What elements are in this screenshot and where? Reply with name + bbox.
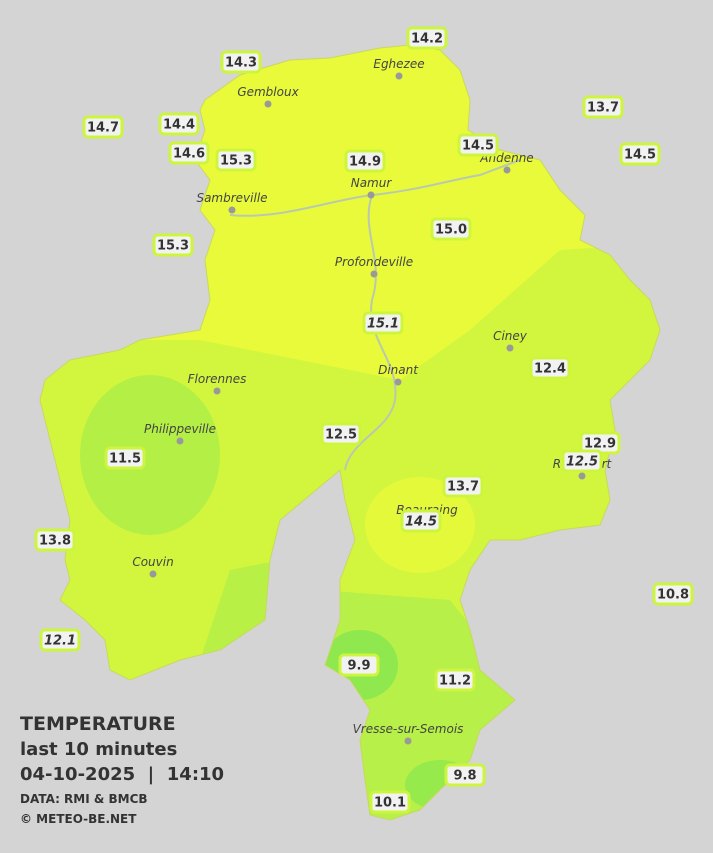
station-box [168,141,210,165]
station-value: 11.2 [439,674,471,689]
station-box [34,528,76,552]
station-box [39,628,81,652]
city-dot [370,270,378,278]
legend-source: DATA: RMI & BMCB [20,792,148,806]
station-value: 12.9 [584,437,616,452]
city-dot [367,191,375,199]
station-box [457,133,499,157]
station-value: 14.9 [349,155,381,170]
station-value: 14.2 [411,32,443,47]
station-box [344,149,386,173]
city-name: Vresse-sur-Semois [353,722,464,736]
legend-copyright: © METEO-BE.NET [20,812,137,826]
station-value: 14.3 [225,56,257,71]
station-box [582,95,624,119]
station-value: 14.7 [87,121,119,136]
city-dot [394,378,402,386]
city-dot [228,206,236,214]
station-box [561,449,603,473]
city-name: Namur [351,176,393,190]
city-dot [506,344,514,352]
station-box [215,148,257,172]
station-value: 12.4 [534,362,566,377]
city-name: Sambreville [196,191,267,205]
station-box [82,115,124,139]
station-box [362,311,404,335]
legend: TEMPERATURE last 10 minutes 04-10-2025 |… [20,713,224,826]
station-value: 15.1 [367,317,399,332]
city-name: Gembloux [237,85,299,99]
city-name: Ciney [493,329,528,343]
station-value: 11.5 [109,452,141,467]
station-box [338,653,380,677]
station-box [152,233,194,257]
station-value: 15.0 [435,223,467,238]
station-value: 15.3 [220,154,252,169]
station-box [430,217,472,241]
station-box [442,474,484,498]
legend-title: TEMPERATURE [20,713,176,735]
station-value: 13.7 [447,480,479,495]
station-box [444,763,486,787]
city-dot [395,72,403,80]
station-value: 13.8 [39,534,71,549]
station-value: 12.5 [566,455,598,470]
city-name: Couvin [132,555,173,569]
station-value: 15.3 [157,239,189,254]
city-name: Dinant [378,363,419,377]
station-value: 10.1 [374,796,406,811]
station-box [400,509,442,533]
city-dot [213,387,221,395]
city-dot [264,100,272,108]
station-value: 13.7 [587,101,619,116]
city-dot [404,737,412,745]
station-box [158,112,200,136]
station-value: 14.5 [624,148,656,163]
station-value: 9.9 [347,659,370,674]
legend-timestamp: 04-10-2025 | 14:10 [20,764,224,785]
city-name: Eghezee [373,57,424,71]
city-name: Florennes [188,372,247,386]
station-box [369,790,411,814]
station-box [104,446,146,470]
station-box [320,422,362,446]
city-dot [176,437,184,445]
city-dot [503,166,511,174]
station-box [434,668,476,692]
city-dot [149,570,157,578]
station-value: 10.8 [657,588,689,603]
legend-period: last 10 minutes [20,739,177,760]
station-box [220,50,262,74]
city-name: Profondeville [335,255,413,269]
station-value: 14.4 [163,118,195,133]
station-box [406,26,448,50]
station-box [652,582,694,606]
station-box [619,142,661,166]
station-value: 14.6 [173,147,205,162]
city-dot [578,472,586,480]
station-value: 14.5 [405,515,437,530]
station-value: 9.8 [453,769,476,784]
station-box [529,356,571,380]
station-value: 12.5 [325,428,357,443]
station-value: 12.1 [44,634,76,649]
city-name: Philippeville [144,422,216,436]
station-value: 14.5 [462,139,494,154]
